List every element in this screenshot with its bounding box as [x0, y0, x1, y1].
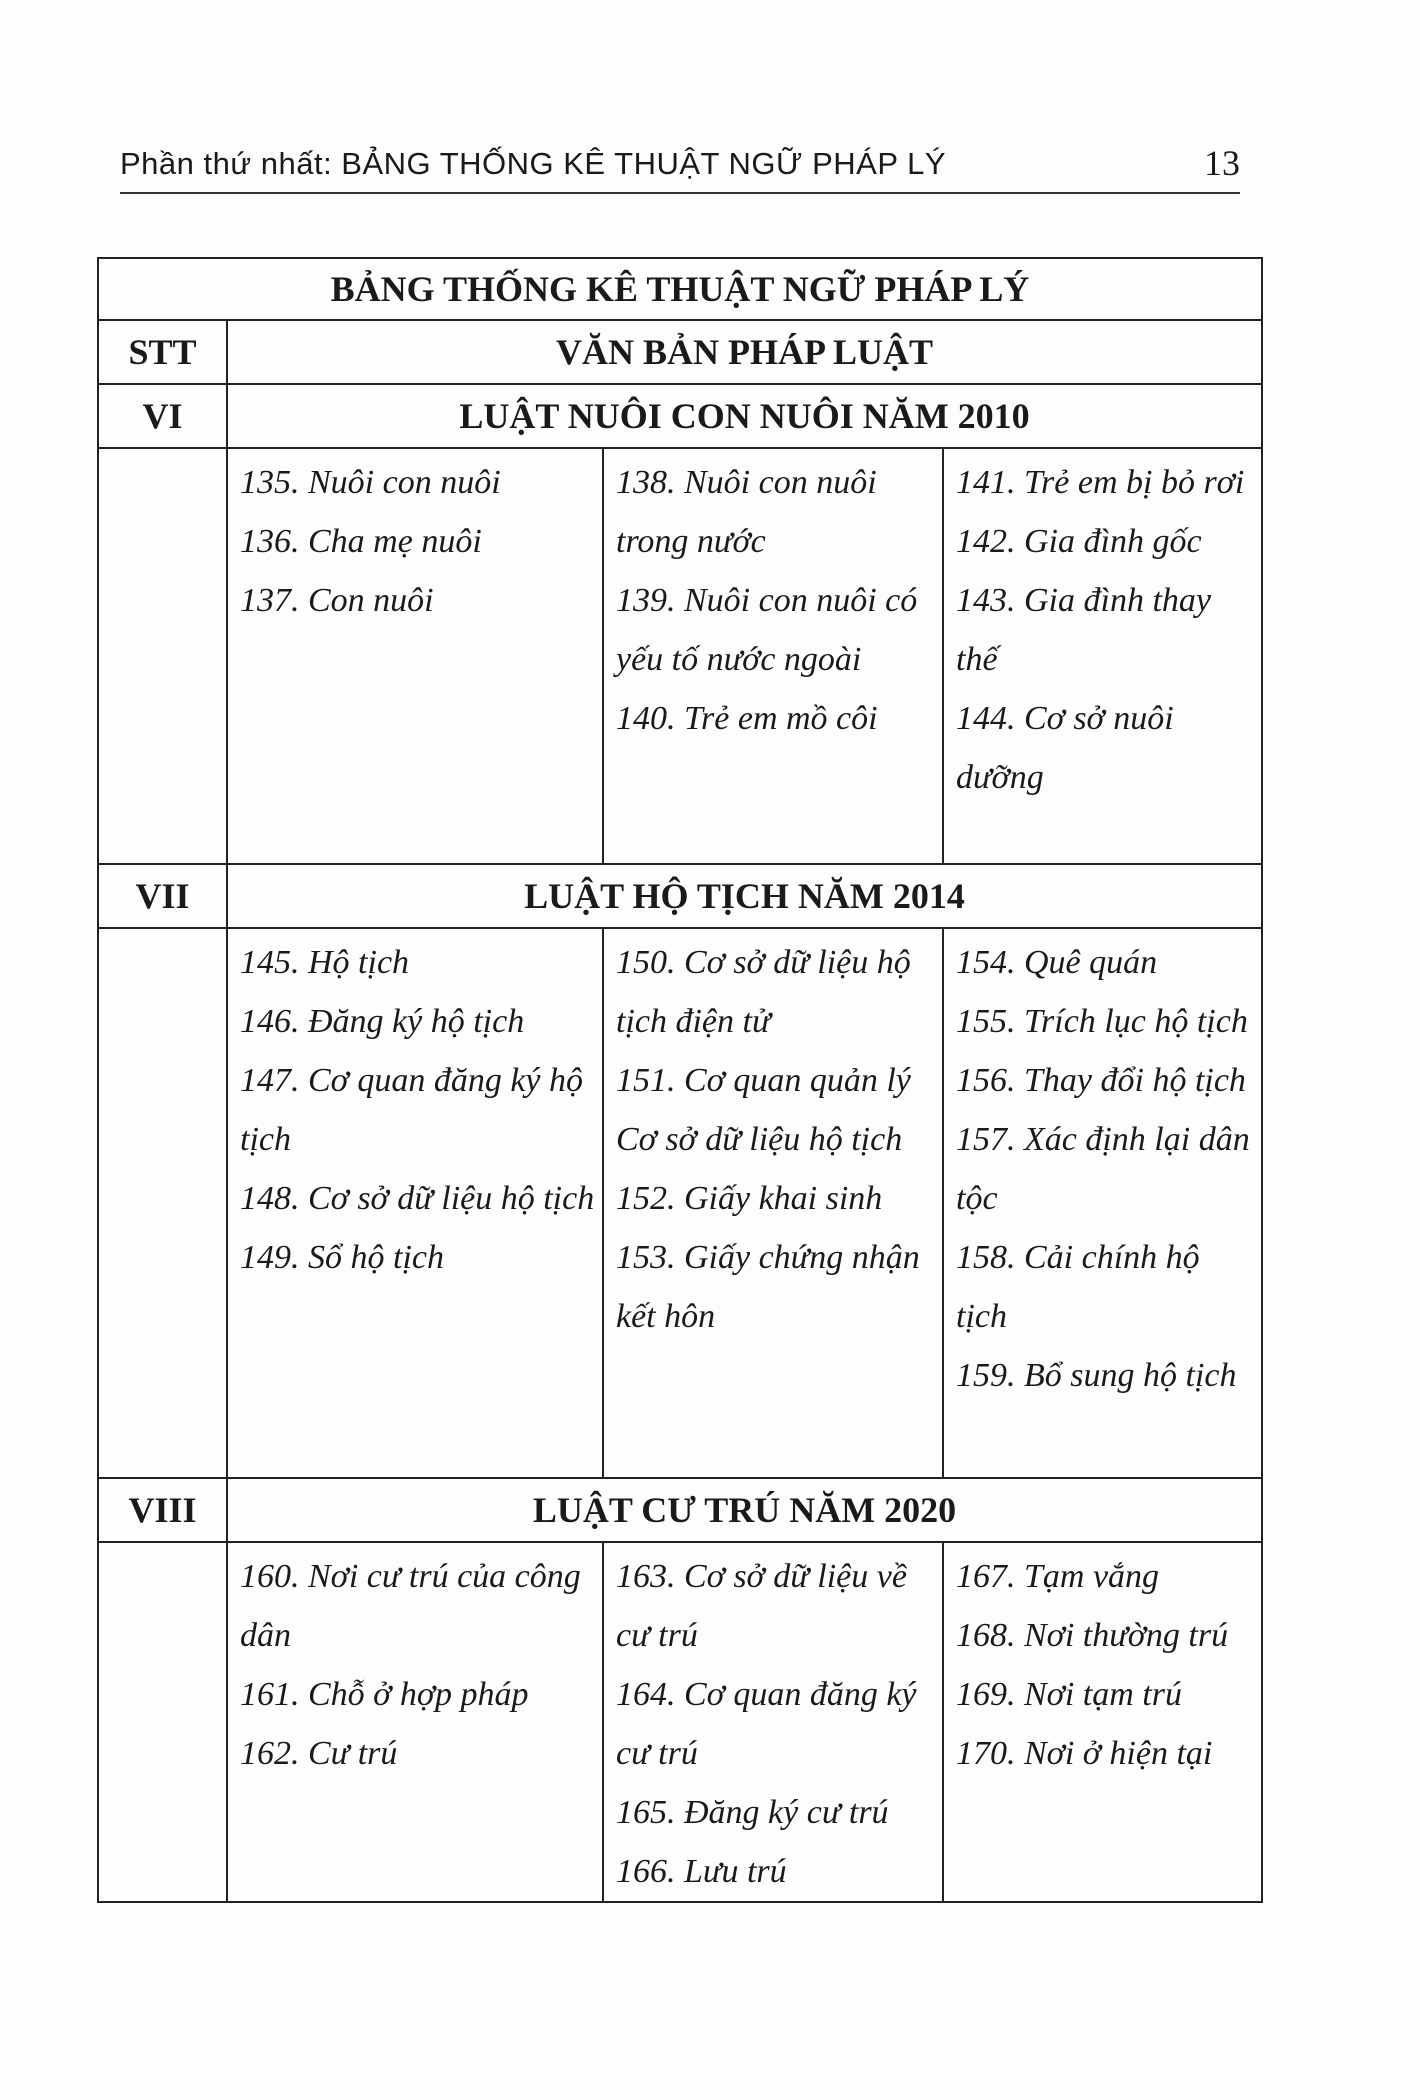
term: 145. Hộ tịch — [240, 944, 410, 981]
section-content-row: 145. Hộ tịch 146. Đăng ký hộ tịch 147. Cơ … — [97, 927, 1264, 1479]
term: 152. Giấy khai sinh — [616, 1180, 883, 1217]
term: 155. Trích lục hộ tịch — [956, 1003, 1248, 1040]
title-row: BẢNG THỐNG KÊ THUẬT NGỮ PHÁP LÝ — [96, 257, 1264, 321]
term: 157. Xác định lại dân tộc — [956, 1121, 1250, 1217]
term: 170. Nơi ở hiện tại — [956, 1735, 1213, 1772]
term: 146. Đăng ký hộ tịch — [240, 1003, 525, 1040]
term-cell: 138. Nuôi con nuôi trong nước 139. Nuôi c… — [602, 447, 944, 865]
term: 153. Giấy chứng nhận kết hôn — [616, 1239, 920, 1335]
table-title: BẢNG THỐNG KÊ THUẬT NGỮ PHÁP LÝ — [96, 257, 1264, 321]
term: 160. Nơi cư trú của công dân — [240, 1558, 581, 1654]
section-content-row: 160. Nơi cư trú của công dân 161. Chỗ ở h… — [97, 1541, 1264, 1903]
term: 166. Lưu trú — [616, 1853, 787, 1890]
term: 169. Nơi tạm trú — [956, 1676, 1182, 1713]
section-content-row: 135. Nuôi con nuôi 136. Cha mẹ nuôi 137. C… — [97, 447, 1264, 865]
column-header: VĂN BẢN PHÁP LUẬT — [225, 319, 1264, 385]
term: 150. Cơ sở dữ liệu hộ tịch điện tử — [616, 944, 911, 1040]
term-cell: 141. Trẻ em bị bỏ rơi 142. Gia đình gốc 14… — [941, 447, 1264, 865]
term: 158. Cải chính hộ tịch — [956, 1239, 1200, 1335]
term: 140. Trẻ em mồ côi — [616, 700, 878, 737]
term: 159. Bổ sung hộ tịch — [956, 1357, 1237, 1394]
term: 162. Cư trú — [240, 1735, 398, 1772]
term: 168. Nơi thường trú — [956, 1617, 1229, 1654]
term-cell: 150. Cơ sở dữ liệu hộ tịch điện tử 151. C… — [602, 927, 944, 1479]
terms-table: BẢNG THỐNG KÊ THUẬT NGỮ PHÁP LÝ STT VĂN BẢ… — [96, 257, 1264, 1903]
term: 163. Cơ sở dữ liệu về cư trú — [616, 1558, 907, 1654]
term: 142. Gia đình gốc — [956, 523, 1202, 560]
term: 136. Cha mẹ nuôi — [240, 523, 482, 560]
term: 161. Chỗ ở hợp pháp — [240, 1676, 529, 1713]
running-head: Phần thứ nhất: BẢNG THỐNG KÊ THUẬT NGỮ P… — [120, 140, 1240, 194]
blank-cell — [97, 1541, 228, 1903]
term-cell: 145. Hộ tịch 146. Đăng ký hộ tịch 147. Cơ … — [226, 927, 604, 1479]
section-name: LUẬT CƯ TRÚ NĂM 2020 — [225, 1477, 1264, 1543]
term: 167. Tạm vắng — [956, 1558, 1160, 1595]
section-row: VII LUẬT HỘ TỊCH NĂM 2014 — [97, 863, 1264, 929]
term: 151. Cơ quan quản lý Cơ sở dữ liệu hộ tị… — [616, 1062, 911, 1158]
table-body: BẢNG THỐNG KÊ THUẬT NGỮ PHÁP LÝ STT VĂN BẢ… — [96, 257, 1264, 1903]
blank-cell — [97, 927, 228, 1479]
term-cell: 154. Quê quán 155. Trích lục hộ tịch 156. … — [941, 927, 1264, 1479]
section-number: VI — [97, 383, 228, 449]
section-number: VII — [97, 863, 228, 929]
term: 165. Đăng ký cư trú — [616, 1794, 889, 1831]
column-header-row: STT VĂN BẢN PHÁP LUẬT — [97, 319, 1264, 385]
term: 154. Quê quán — [956, 944, 1158, 981]
term: 148. Cơ sở dữ liệu hộ tịch — [240, 1180, 595, 1217]
running-title: Phần thứ nhất: BẢNG THỐNG KÊ THUẬT NGỮ P… — [120, 146, 947, 181]
section-row: VIII LUẬT CƯ TRÚ NĂM 2020 — [97, 1477, 1264, 1543]
term-cell: 135. Nuôi con nuôi 136. Cha mẹ nuôi 137. C… — [226, 447, 604, 865]
term: 147. Cơ quan đăng ký hộ tịch — [240, 1062, 584, 1158]
term-cell: 163. Cơ sở dữ liệu về cư trú 164. Cơ quan… — [602, 1541, 944, 1903]
term: 149. Sổ hộ tịch — [240, 1239, 444, 1276]
blank-cell — [97, 447, 228, 865]
term: 156. Thay đổi hộ tịch — [956, 1062, 1246, 1099]
section-row: VI LUẬT NUÔI CON NUÔI NĂM 2010 — [97, 383, 1264, 449]
section-name: LUẬT NUÔI CON NUÔI NĂM 2010 — [225, 383, 1264, 449]
term: 141. Trẻ em bị bỏ rơi — [956, 464, 1245, 501]
section-number: VIII — [97, 1477, 228, 1543]
column-header: STT — [97, 319, 228, 385]
section-name: LUẬT HỘ TỊCH NĂM 2014 — [225, 863, 1264, 929]
term: 139. Nuôi con nuôi có yếu tố nước ngoài — [616, 582, 918, 678]
term: 164. Cơ quan đăng ký cư trú — [616, 1676, 917, 1772]
term-cell: 167. Tạm vắng 168. Nơi thường trú 169. Nơi… — [941, 1541, 1264, 1903]
page-number: 13 — [1204, 143, 1240, 183]
term: 143. Gia đình thay thế — [956, 582, 1211, 678]
term: 137. Con nuôi — [240, 582, 434, 619]
term: 138. Nuôi con nuôi trong nước — [616, 464, 877, 560]
term: 144. Cơ sở nuôi dưỡng — [956, 700, 1174, 796]
term-cell: 160. Nơi cư trú của công dân 161. Chỗ ở h… — [226, 1541, 604, 1903]
term: 135. Nuôi con nuôi — [240, 464, 501, 501]
